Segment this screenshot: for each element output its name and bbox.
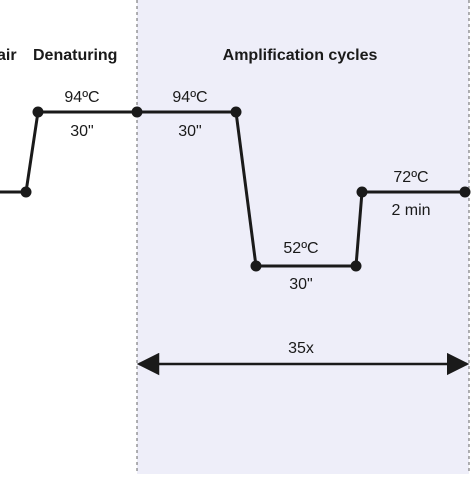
profile-point	[32, 106, 44, 118]
profile-point	[459, 186, 471, 198]
profile-point	[131, 106, 143, 118]
step-temperature-label: 94ºC	[172, 89, 207, 106]
step-temperature-label: 72ºC	[393, 169, 428, 186]
step-temperature-label: 94ºC	[64, 89, 99, 106]
cycle-count-label: 35x	[288, 340, 314, 357]
profile-point	[356, 186, 368, 198]
amplification-region	[137, 0, 469, 476]
profile-point	[230, 106, 242, 118]
step-duration-label: 2 min	[391, 202, 430, 219]
profile-point	[350, 260, 362, 272]
step-duration-label: 30"	[289, 276, 312, 293]
section-title-repair-partial: air	[0, 47, 17, 64]
step-duration-label: 30"	[178, 123, 201, 140]
profile-point	[250, 260, 262, 272]
section-title-denaturing: Denaturing	[33, 47, 117, 64]
step-duration-label: 30"	[70, 123, 93, 140]
step-temperature-label: 52ºC	[283, 240, 318, 257]
profile-point	[20, 186, 32, 198]
section-title-amplification: Amplification cycles	[223, 47, 378, 64]
